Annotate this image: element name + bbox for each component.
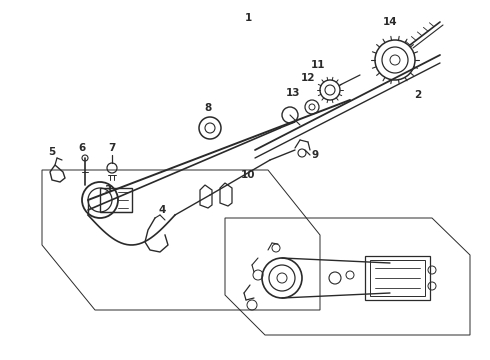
Text: 5: 5 xyxy=(49,147,56,157)
Text: 10: 10 xyxy=(241,170,255,180)
Text: 13: 13 xyxy=(286,88,300,98)
Text: 3: 3 xyxy=(104,185,112,195)
Text: 11: 11 xyxy=(311,60,325,70)
Text: 4: 4 xyxy=(158,205,166,215)
Text: 8: 8 xyxy=(204,103,212,113)
Text: 14: 14 xyxy=(383,17,397,27)
Text: 7: 7 xyxy=(108,143,116,153)
Bar xyxy=(370,260,425,296)
Text: 2: 2 xyxy=(415,90,421,100)
Bar xyxy=(100,188,132,212)
Text: 1: 1 xyxy=(245,13,252,23)
Text: 12: 12 xyxy=(301,73,315,83)
Bar xyxy=(365,256,430,300)
Text: 6: 6 xyxy=(78,143,86,153)
Text: 9: 9 xyxy=(312,150,318,160)
